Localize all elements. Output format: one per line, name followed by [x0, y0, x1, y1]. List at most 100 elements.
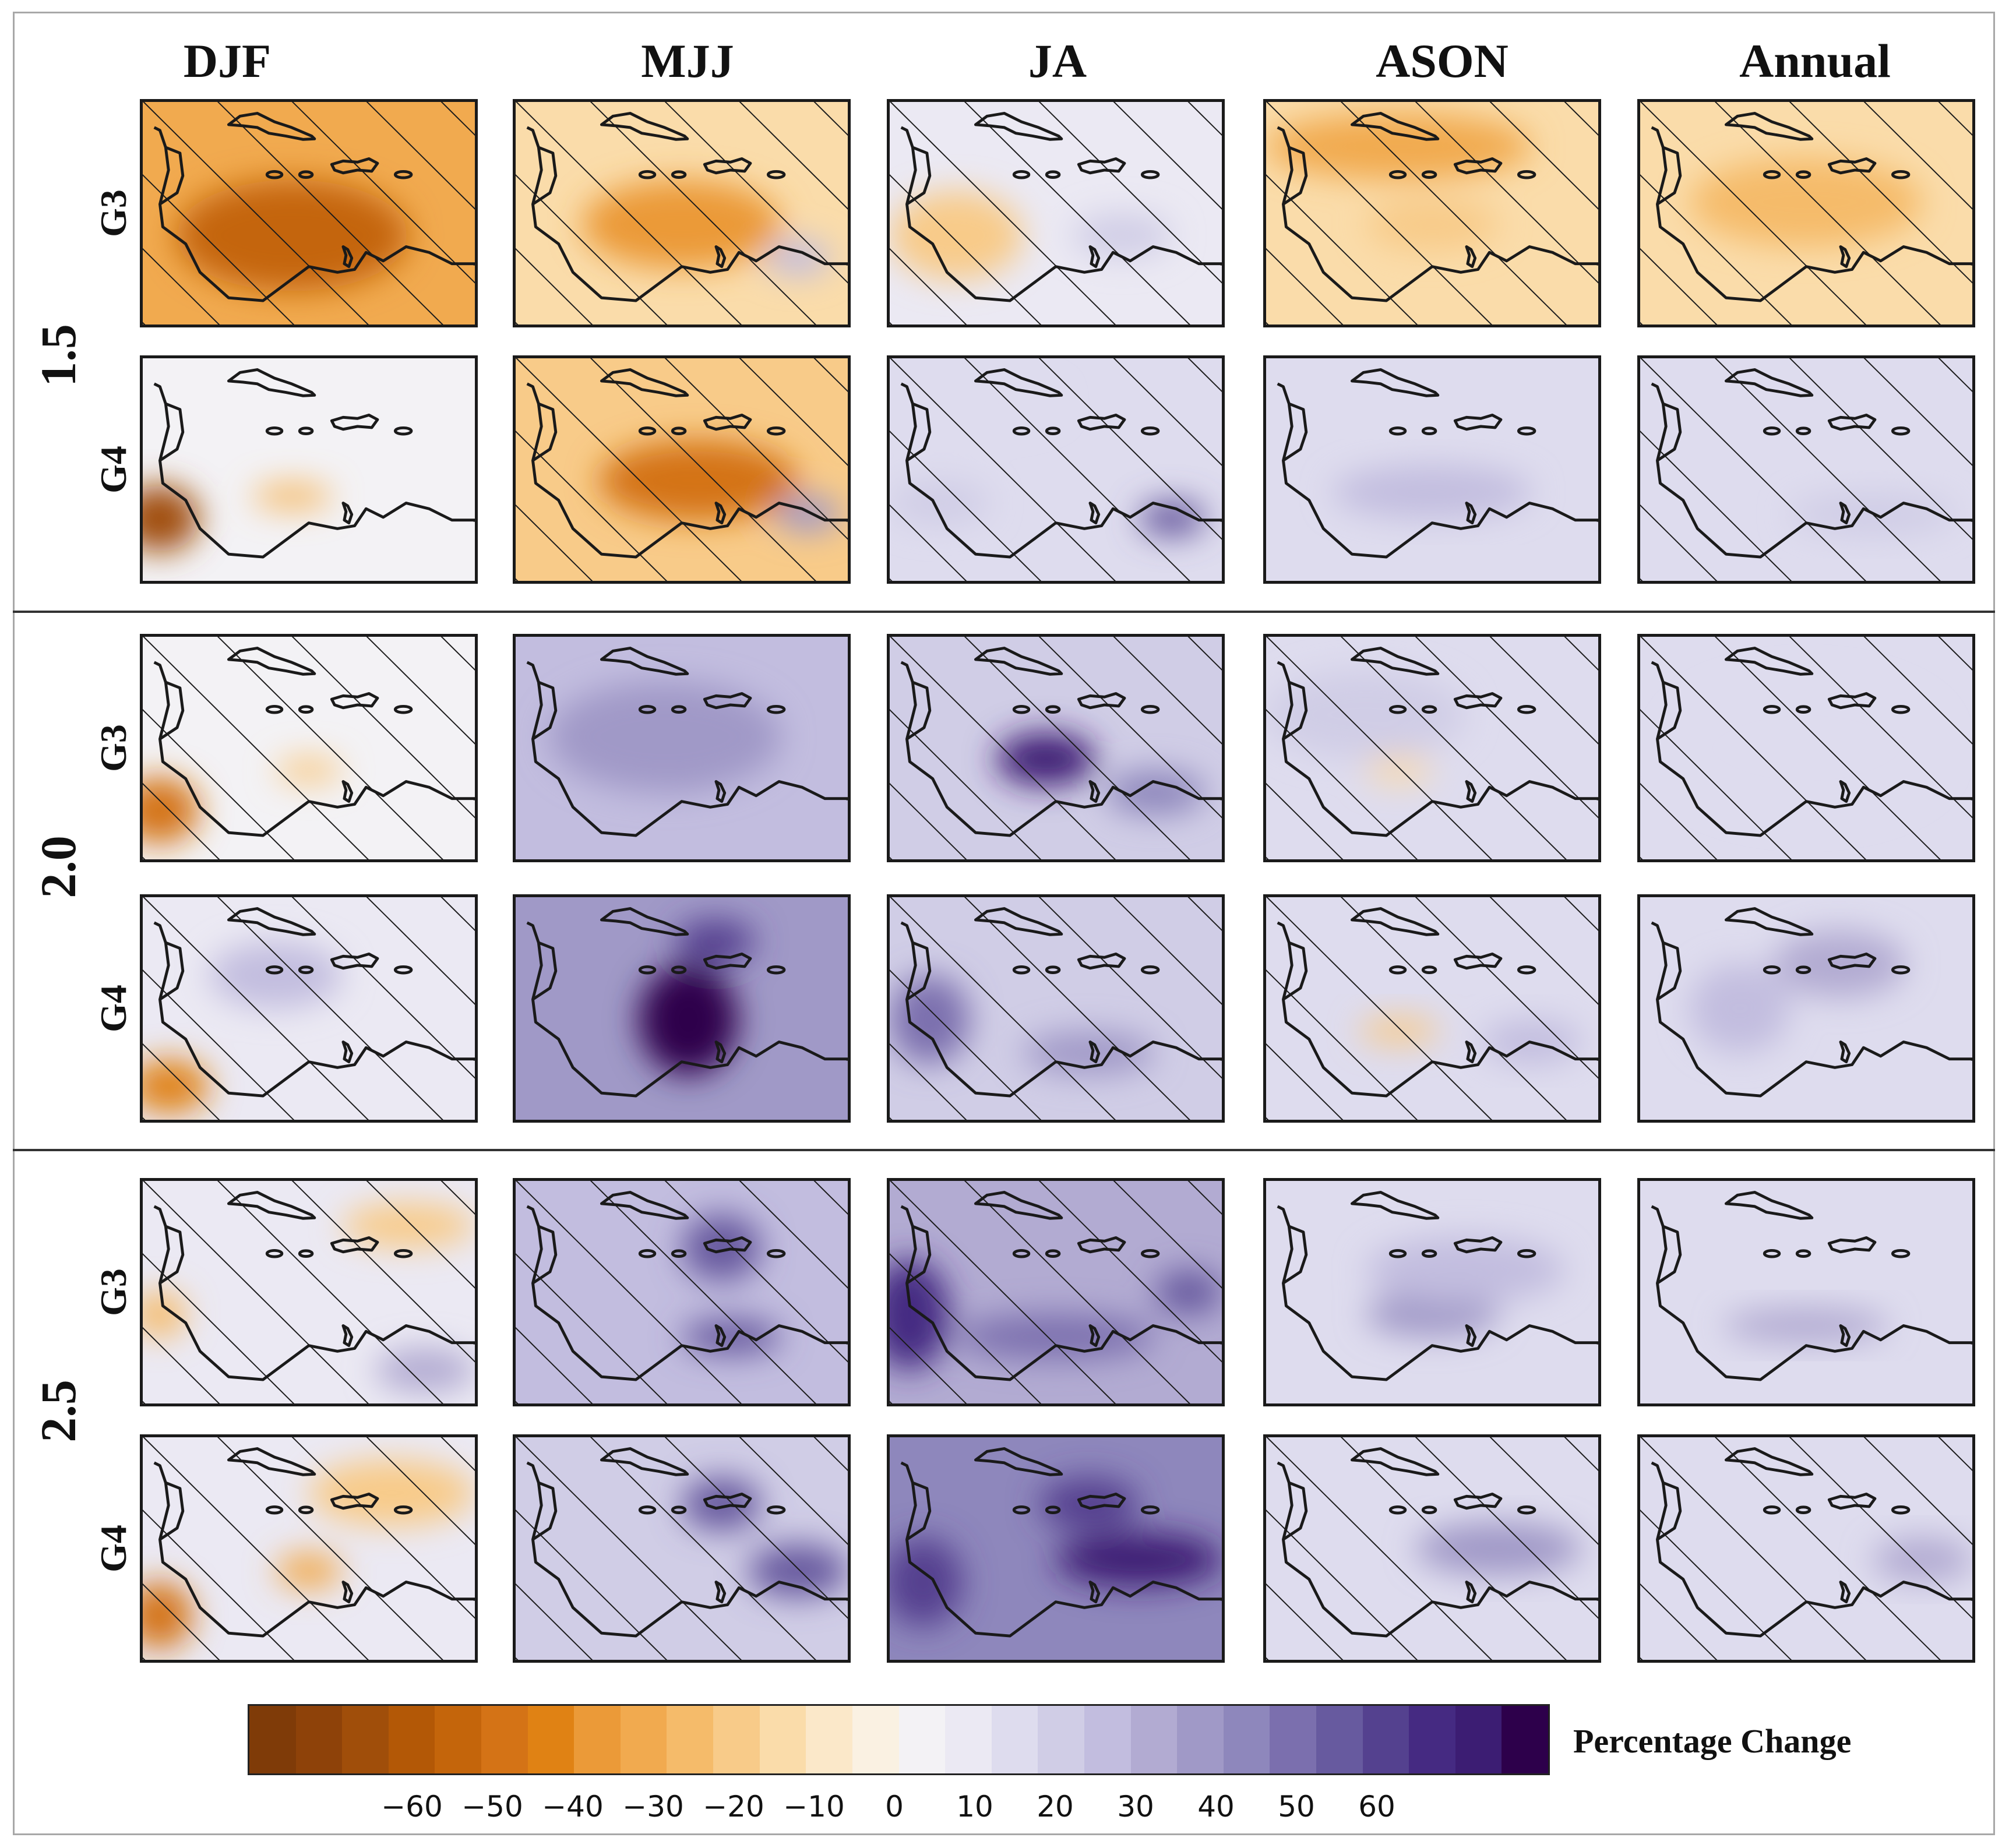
anomaly-blob	[1366, 1236, 1565, 1304]
colorbar-swatch	[1177, 1706, 1224, 1773]
coastline	[153, 1191, 475, 1381]
coastline	[900, 1447, 1222, 1638]
colorbar-tick-label: −20	[703, 1790, 764, 1824]
coastline	[1651, 368, 1972, 559]
colorbar-tick-label: −40	[542, 1790, 604, 1824]
coastline	[1651, 647, 1972, 837]
colorbar-swatch	[388, 1706, 435, 1773]
coastline	[900, 368, 1222, 559]
colorbar-tick-label: 40	[1197, 1790, 1235, 1824]
colorbar-swatch	[713, 1706, 760, 1773]
column-title-mjj: MJJ	[641, 34, 734, 87]
coastline	[153, 368, 475, 559]
map-panel-1.5-g3-djf	[140, 99, 478, 327]
map-panel-2.0-g3-ja	[887, 634, 1225, 862]
colorbar-swatch	[1455, 1706, 1502, 1773]
colorbar-swatch	[1130, 1706, 1178, 1773]
map-panel-1.5-g3-annual	[1637, 99, 1975, 327]
row-label-g3: G3	[93, 189, 134, 237]
row-label-g4: G4	[93, 985, 134, 1032]
anomaly-blob	[1773, 930, 1906, 997]
coastline	[1651, 907, 1972, 1098]
colorbar-swatch	[527, 1706, 574, 1773]
column-title-ason: ASON	[1376, 34, 1508, 87]
level-divider	[13, 611, 1995, 613]
coastline	[900, 1191, 1222, 1381]
colorbar-swatch	[435, 1706, 482, 1773]
colorbar-tick-label: 10	[956, 1790, 993, 1824]
anomaly-blob	[1333, 465, 1532, 519]
map-panel-2.5-g3-ason	[1263, 1178, 1601, 1406]
map-panel-2.0-g3-djf	[140, 634, 478, 862]
coastline	[1277, 112, 1598, 302]
map-panel-2.0-g3-mjj	[513, 634, 851, 862]
figure-frame	[13, 12, 1995, 1835]
coastline	[526, 907, 848, 1098]
coastline	[526, 1447, 848, 1638]
map-panel-2.5-g4-ason	[1263, 1434, 1601, 1663]
coastline	[1651, 1447, 1972, 1638]
coastline	[900, 112, 1222, 302]
map-panel-2.5-g4-annual	[1637, 1434, 1975, 1663]
colorbar-swatch	[1084, 1706, 1131, 1773]
map-panel-2.5-g4-mjj	[513, 1434, 851, 1663]
map-panel-2.5-g3-annual	[1637, 1178, 1975, 1406]
column-title-djf: DJF	[183, 34, 272, 87]
warming-level-label: 2.5	[30, 1380, 86, 1443]
coastline	[153, 1447, 475, 1638]
anomaly-blob	[1056, 1533, 1222, 1586]
anomaly-blob	[675, 919, 755, 964]
map-panel-2.5-g4-djf	[140, 1434, 478, 1663]
colorbar-tick-label: 50	[1278, 1790, 1315, 1824]
colorbar-swatch	[667, 1706, 714, 1773]
row-label-g4: G4	[93, 1525, 134, 1572]
colorbar-swatch	[620, 1706, 667, 1773]
colorbar-swatch	[759, 1706, 806, 1773]
map-panel-1.5-g4-mjj	[513, 355, 851, 584]
colorbar-swatch	[806, 1706, 852, 1773]
colorbar-swatch	[1223, 1706, 1270, 1773]
colorbar-tick-label: −30	[622, 1790, 684, 1824]
coastline	[900, 907, 1222, 1098]
coastline	[153, 112, 475, 302]
map-panel-2.0-g4-annual	[1637, 894, 1975, 1123]
colorbar-swatch	[1409, 1706, 1455, 1773]
colorbar-swatch	[481, 1706, 528, 1773]
coastline	[1277, 907, 1598, 1098]
coastline	[1651, 1191, 1972, 1381]
map-panel-2.5-g4-ja	[887, 1434, 1225, 1663]
colorbar-swatch	[945, 1706, 992, 1773]
map-panel-2.5-g3-mjj	[513, 1178, 851, 1406]
anomaly-blob	[1039, 1477, 1139, 1531]
row-label-g3: G3	[93, 724, 134, 772]
colorbar-tick-label: 30	[1117, 1790, 1154, 1824]
colorbar-tick-label: 0	[885, 1790, 904, 1824]
coastline	[153, 647, 475, 837]
map-panel-1.5-g3-mjj	[513, 99, 851, 327]
colorbar-swatch	[1270, 1706, 1317, 1773]
row-label-g4: G4	[93, 446, 134, 493]
map-panel-2.5-g3-ja	[887, 1178, 1225, 1406]
anomaly-blob	[638, 964, 738, 1075]
column-title-ja: JA	[1028, 34, 1087, 87]
colorbar-tick-label: −60	[381, 1790, 443, 1824]
anomaly-blob	[549, 681, 781, 793]
map-panel-1.5-g4-djf	[140, 355, 478, 584]
colorbar-tick-label: −10	[783, 1790, 845, 1824]
map-panel-2.0-g3-annual	[1637, 634, 1975, 862]
colorbar-swatch	[1038, 1706, 1084, 1773]
colorbar-tick-label: −50	[461, 1790, 523, 1824]
colorbar-tick-label: 60	[1358, 1790, 1395, 1824]
colorbar-swatch	[898, 1706, 946, 1773]
colorbar-label: Percentage Change	[1573, 1722, 1852, 1760]
coastline	[1277, 368, 1598, 559]
row-label-g3: G3	[93, 1268, 134, 1316]
coastline	[900, 647, 1222, 837]
map-panel-2.5-g3-djf	[140, 1178, 478, 1406]
map-panel-2.0-g3-ason	[1263, 634, 1601, 862]
anomaly-blob	[1723, 1307, 1890, 1343]
coastline	[1277, 1447, 1598, 1638]
map-panel-1.5-g4-annual	[1637, 355, 1975, 584]
coastline	[1277, 647, 1598, 837]
column-title-annual: Annual	[1739, 34, 1891, 87]
